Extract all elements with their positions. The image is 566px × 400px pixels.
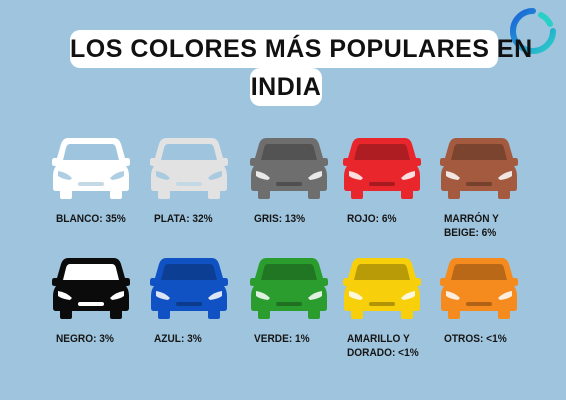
headlight-right bbox=[110, 171, 124, 180]
windshield bbox=[354, 144, 410, 160]
car-front-icon bbox=[150, 258, 228, 319]
title-line-2: INDIA bbox=[250, 68, 322, 106]
car-label: AZUL: 3% bbox=[154, 332, 255, 346]
headlight-right bbox=[498, 171, 512, 180]
headlight-left bbox=[156, 171, 170, 180]
grille bbox=[466, 302, 492, 306]
grille bbox=[276, 182, 302, 186]
windshield bbox=[63, 264, 119, 280]
car-label-line: MARRÓN Y bbox=[444, 213, 499, 225]
windshield bbox=[161, 264, 217, 280]
car-label-line: BLANCO: 35% bbox=[56, 213, 126, 225]
car-label: MARRÓN Y BEIGE: 6% bbox=[444, 212, 545, 240]
car-label: ROJO: 6% bbox=[347, 212, 448, 226]
car-label-line: ROJO: 6% bbox=[347, 213, 397, 225]
windshield bbox=[354, 264, 410, 280]
grille bbox=[369, 182, 395, 186]
title-line-1: LOS COLORES MÁS POPULARES EN bbox=[70, 30, 532, 68]
headlight-left bbox=[156, 291, 170, 300]
windshield bbox=[261, 264, 317, 280]
windshield bbox=[451, 144, 507, 160]
headlight-right bbox=[498, 291, 512, 300]
headlight-right bbox=[208, 291, 222, 300]
windshield bbox=[261, 144, 317, 160]
car-front-icon bbox=[440, 138, 518, 199]
headlight-left bbox=[446, 171, 460, 180]
car-front-icon bbox=[250, 138, 328, 199]
chart-title: LOS COLORES MÁS POPULARES EN INDIA bbox=[0, 0, 566, 112]
grille bbox=[78, 182, 104, 186]
headlight-right bbox=[308, 171, 322, 180]
grille bbox=[466, 182, 492, 186]
car-front-icon bbox=[52, 258, 130, 319]
car-front-icon bbox=[440, 258, 518, 319]
headlight-left bbox=[256, 171, 270, 180]
car-label-line: DORADO: <1% bbox=[347, 347, 419, 359]
car-label-line: AMARILLO Y bbox=[347, 333, 410, 345]
headlight-right bbox=[401, 291, 415, 300]
headlight-left bbox=[349, 171, 363, 180]
grille bbox=[176, 302, 202, 306]
car-label-line: GRIS: 13% bbox=[254, 213, 306, 225]
car-label-line: BEIGE: 6% bbox=[444, 227, 497, 239]
car-front-icon bbox=[250, 258, 328, 319]
car-label-line: OTROS: <1% bbox=[444, 333, 507, 345]
car-label: PLATA: 32% bbox=[154, 212, 255, 226]
car-front-icon bbox=[343, 138, 421, 199]
car-front-icon bbox=[343, 258, 421, 319]
headlight-left bbox=[58, 291, 72, 300]
headlight-right bbox=[110, 291, 124, 300]
headlight-right bbox=[208, 171, 222, 180]
ring-logo-icon bbox=[510, 8, 556, 54]
headlight-left bbox=[446, 291, 460, 300]
car-front-icon bbox=[52, 138, 130, 199]
windshield bbox=[451, 264, 507, 280]
headlight-left bbox=[58, 171, 72, 180]
car-label: NEGRO: 3% bbox=[56, 332, 157, 346]
car-label: BLANCO: 35% bbox=[56, 212, 157, 226]
car-front-icon bbox=[150, 138, 228, 199]
car-label-line: AZUL: 3% bbox=[154, 333, 202, 345]
grille bbox=[78, 302, 104, 306]
headlight-right bbox=[401, 171, 415, 180]
car-label-line: VERDE: 1% bbox=[254, 333, 310, 345]
headlight-left bbox=[256, 291, 270, 300]
car-label-line: NEGRO: 3% bbox=[56, 333, 114, 345]
car-label: GRIS: 13% bbox=[254, 212, 355, 226]
car-label: AMARILLO Y DORADO: <1% bbox=[347, 332, 448, 360]
grille bbox=[276, 302, 302, 306]
windshield bbox=[161, 144, 217, 160]
car-label: VERDE: 1% bbox=[254, 332, 355, 346]
car-label: OTROS: <1% bbox=[444, 332, 545, 346]
car-label-line: PLATA: 32% bbox=[154, 213, 213, 225]
headlight-left bbox=[349, 291, 363, 300]
grille bbox=[176, 182, 202, 186]
grille bbox=[369, 302, 395, 306]
windshield bbox=[63, 144, 119, 160]
headlight-right bbox=[308, 291, 322, 300]
